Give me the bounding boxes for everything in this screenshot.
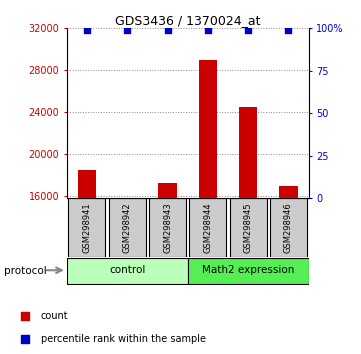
Bar [149, 198, 186, 257]
Text: GSM298946: GSM298946 [284, 202, 293, 253]
Text: count: count [41, 311, 69, 321]
Point [84, 27, 90, 33]
Text: percentile rank within the sample: percentile rank within the sample [41, 334, 206, 344]
Title: GDS3436 / 1370024_at: GDS3436 / 1370024_at [115, 14, 261, 27]
Point [237, 11, 243, 17]
Bar [279, 185, 297, 198]
Text: GSM298944: GSM298944 [203, 202, 212, 253]
Text: GSM298945: GSM298945 [244, 202, 253, 253]
Text: Math2 expression: Math2 expression [202, 265, 294, 275]
Bar [109, 198, 146, 257]
Bar [67, 258, 188, 284]
Text: protocol: protocol [4, 266, 46, 276]
Bar [199, 60, 217, 198]
Text: GSM298941: GSM298941 [82, 202, 91, 253]
Text: GSM298943: GSM298943 [163, 202, 172, 253]
Bar [158, 183, 177, 198]
Text: control: control [109, 265, 145, 275]
Text: GSM298942: GSM298942 [123, 202, 132, 253]
Bar [230, 198, 267, 257]
Point [237, 220, 243, 226]
Bar [188, 258, 309, 284]
Bar [239, 107, 257, 198]
Bar [270, 198, 307, 257]
Point [205, 27, 211, 33]
Point [286, 27, 291, 33]
Point [245, 27, 251, 33]
Bar [68, 198, 105, 257]
Point [124, 27, 130, 33]
Bar [189, 198, 226, 257]
Point [165, 27, 170, 33]
Bar [78, 170, 96, 198]
